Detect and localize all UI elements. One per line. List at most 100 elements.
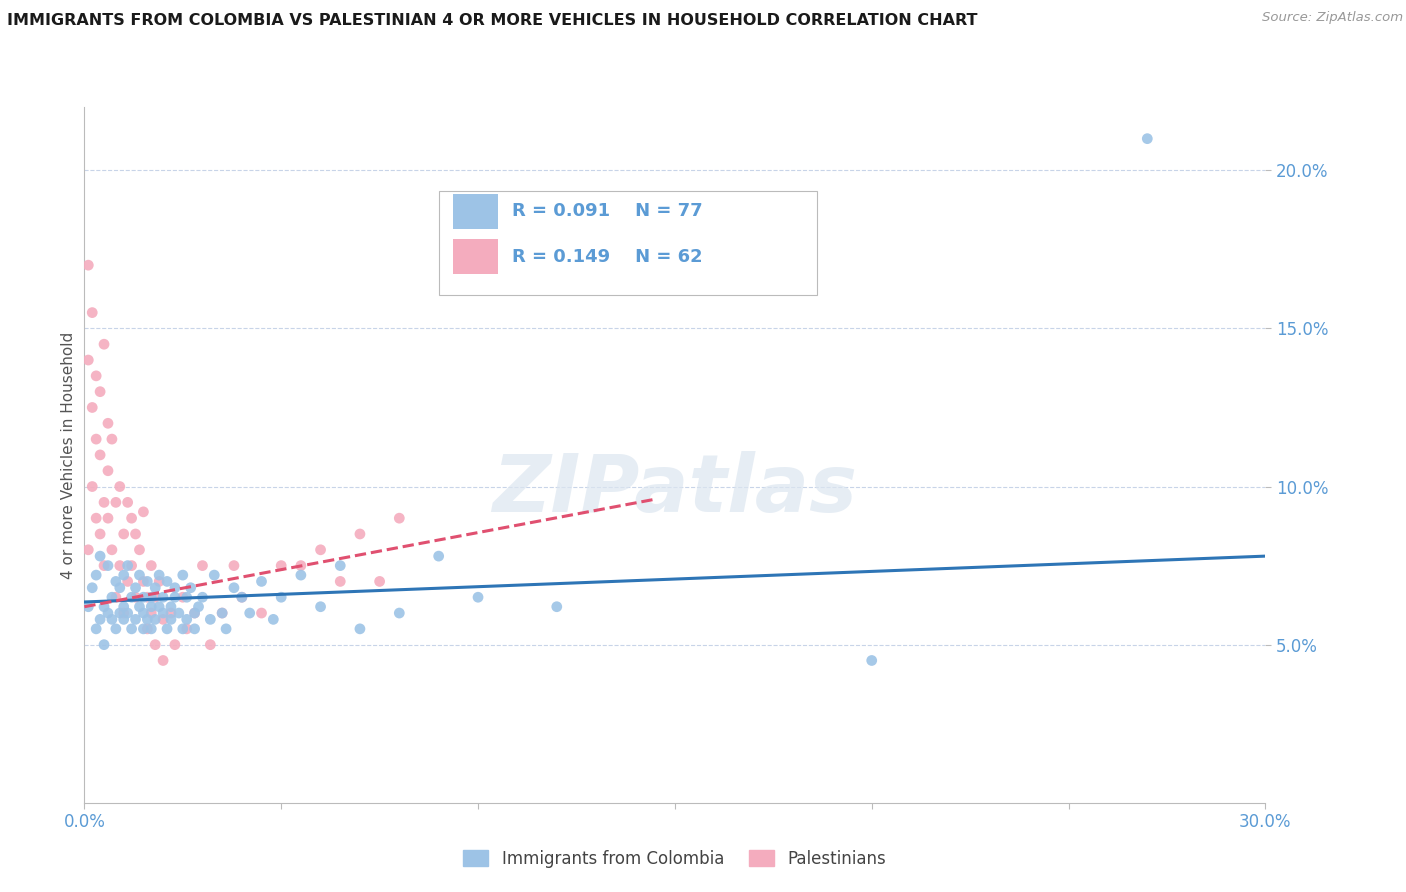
Y-axis label: 4 or more Vehicles in Household: 4 or more Vehicles in Household <box>60 331 76 579</box>
Point <box>84 511 107 525</box>
Point <box>467 591 489 605</box>
Point <box>167 606 190 620</box>
Point <box>329 574 352 589</box>
Point <box>101 612 124 626</box>
Point <box>77 353 100 368</box>
Point <box>117 495 139 509</box>
Text: Source: ZipAtlas.com: Source: ZipAtlas.com <box>1263 11 1403 24</box>
Point <box>77 258 100 272</box>
Point <box>89 527 111 541</box>
Point <box>250 574 273 589</box>
Point <box>141 558 163 573</box>
Point <box>132 606 155 620</box>
Point <box>191 558 214 573</box>
Point <box>104 591 127 605</box>
Point <box>187 599 209 614</box>
FancyBboxPatch shape <box>453 239 498 274</box>
Point <box>117 558 139 573</box>
Point <box>172 591 194 605</box>
Point <box>309 599 332 614</box>
Point <box>176 622 198 636</box>
Point <box>93 638 115 652</box>
Point <box>136 612 159 626</box>
Point <box>121 558 143 573</box>
Point <box>104 574 127 589</box>
Point <box>121 622 143 636</box>
Point <box>183 606 205 620</box>
Point <box>112 527 135 541</box>
Point <box>82 305 104 319</box>
Point <box>163 591 186 605</box>
Point <box>141 606 163 620</box>
Point <box>427 549 450 563</box>
Point <box>132 574 155 589</box>
Point <box>112 599 135 614</box>
Point <box>132 622 155 636</box>
Point <box>141 591 163 605</box>
Point <box>84 432 107 446</box>
Point <box>104 622 127 636</box>
Point <box>93 337 115 351</box>
Point <box>112 568 135 582</box>
Legend: Immigrants from Colombia, Palestinians: Immigrants from Colombia, Palestinians <box>457 843 893 874</box>
Point <box>176 612 198 626</box>
Text: IMMIGRANTS FROM COLOMBIA VS PALESTINIAN 4 OR MORE VEHICLES IN HOUSEHOLD CORRELAT: IMMIGRANTS FROM COLOMBIA VS PALESTINIAN … <box>7 13 977 29</box>
Text: R = 0.149    N = 62: R = 0.149 N = 62 <box>512 248 703 266</box>
Point <box>239 606 262 620</box>
Point <box>329 558 352 573</box>
Point <box>183 606 205 620</box>
Point <box>108 581 131 595</box>
Point <box>97 606 120 620</box>
Point <box>84 568 107 582</box>
Point <box>93 495 115 509</box>
Point <box>163 638 186 652</box>
Text: R = 0.091    N = 77: R = 0.091 N = 77 <box>512 202 703 220</box>
Point <box>152 653 174 667</box>
Point <box>546 599 568 614</box>
Point <box>148 599 170 614</box>
Point <box>136 622 159 636</box>
Point <box>132 591 155 605</box>
Point <box>215 622 238 636</box>
Point <box>84 368 107 383</box>
Point <box>152 612 174 626</box>
Point <box>270 558 292 573</box>
Point <box>148 568 170 582</box>
Point <box>309 542 332 557</box>
Point <box>211 606 233 620</box>
Point <box>124 581 146 595</box>
Point <box>349 622 371 636</box>
Point <box>152 606 174 620</box>
Point <box>77 599 100 614</box>
Point <box>148 574 170 589</box>
Point <box>143 612 166 626</box>
Point <box>860 653 883 667</box>
Point <box>143 591 166 605</box>
Point <box>141 622 163 636</box>
Point <box>200 612 222 626</box>
Point <box>160 612 183 626</box>
Point <box>200 638 222 652</box>
Point <box>231 591 253 605</box>
Point <box>112 612 135 626</box>
Point <box>132 505 155 519</box>
Point <box>222 558 245 573</box>
Point <box>152 591 174 605</box>
Point <box>101 432 124 446</box>
Point <box>97 511 120 525</box>
Point <box>97 417 120 431</box>
Point <box>211 606 233 620</box>
Point <box>262 612 284 626</box>
FancyBboxPatch shape <box>439 191 817 295</box>
Point <box>89 448 111 462</box>
Point <box>128 599 150 614</box>
Point <box>270 591 292 605</box>
Point <box>121 511 143 525</box>
Point <box>93 558 115 573</box>
Point <box>368 574 391 589</box>
Point <box>250 606 273 620</box>
Point <box>117 574 139 589</box>
Point <box>108 479 131 493</box>
Point <box>388 511 411 525</box>
Point <box>89 384 111 399</box>
